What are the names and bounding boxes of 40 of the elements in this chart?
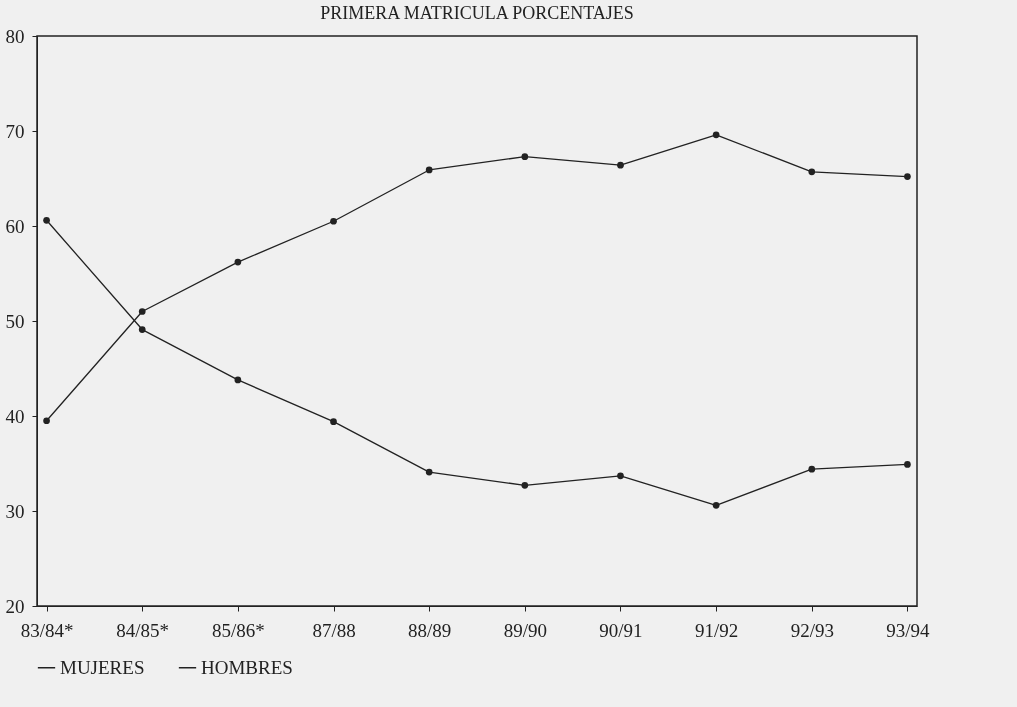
point <box>808 465 816 473</box>
x-tick-label: 85/86* <box>211 619 265 641</box>
point <box>138 308 146 315</box>
x-tick-label: 88/89 <box>408 619 452 641</box>
y-tick-label: 50 <box>5 310 25 332</box>
point <box>234 258 242 266</box>
point <box>617 472 624 480</box>
y-tick-label: 60 <box>5 215 25 237</box>
x-tick-label: 93/94 <box>886 619 931 641</box>
legend-label: HOMBRES <box>201 656 293 678</box>
point <box>808 168 816 176</box>
y-tick-label: 30 <box>5 500 25 522</box>
point <box>904 461 911 468</box>
point <box>425 468 433 476</box>
x-tick-label: 89/90 <box>503 619 547 641</box>
point <box>234 376 242 384</box>
point <box>904 173 911 180</box>
point <box>521 482 529 489</box>
y-tick-label: 70 <box>5 120 25 142</box>
x-tick-label: 91/92 <box>694 619 739 641</box>
legend-label: MUJERES <box>60 656 145 678</box>
point <box>617 161 624 169</box>
point <box>330 418 337 426</box>
x-tick-label: 90/91 <box>599 619 643 641</box>
point <box>138 326 146 333</box>
y-tick-label: 40 <box>5 405 25 427</box>
chart-title: PRIMERA MATRICULA PORCENTAJES <box>320 3 634 23</box>
x-tick-label: 84/85* <box>116 619 170 641</box>
point <box>330 217 337 225</box>
x-tick-label: 87/88 <box>312 619 356 641</box>
point <box>43 216 50 224</box>
point <box>712 131 720 139</box>
y-tick-label: 20 <box>5 595 25 617</box>
point <box>425 166 433 174</box>
x-tick-label: 92/93 <box>790 619 834 641</box>
x-tick-label: 83/84* <box>20 619 74 641</box>
y-tick-label: 80 <box>5 25 25 47</box>
point <box>43 417 50 425</box>
point <box>521 153 529 160</box>
point <box>712 501 720 509</box>
